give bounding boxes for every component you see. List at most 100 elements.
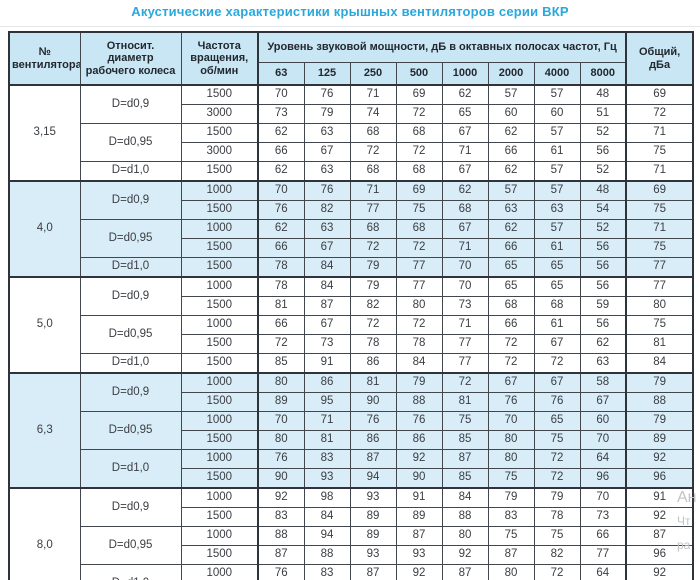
spl-value-cell: 73	[303, 334, 351, 354]
total-cell: 75	[625, 142, 694, 162]
spl-value-cell: 66	[487, 142, 535, 162]
table-row: D=d1,0 1500 62 63 68 68 67 62 57 52 71	[9, 161, 694, 182]
spl-value-cell: 90	[257, 468, 305, 489]
spl-value-cell: 92	[395, 449, 443, 469]
spl-value-cell: 74	[349, 104, 397, 124]
spl-value-cell: 63	[487, 200, 535, 220]
spl-value-cell: 56	[579, 142, 627, 162]
spl-value-cell: 92	[395, 564, 443, 580]
spl-value-cell: 48	[579, 180, 627, 201]
spl-value-cell: 57	[533, 123, 581, 143]
spl-value-cell: 66	[257, 238, 305, 258]
total-cell: 96	[625, 545, 694, 565]
spl-value-cell: 84	[303, 257, 351, 278]
spl-value-cell: 61	[533, 142, 581, 162]
spl-value-cell: 83	[487, 507, 535, 527]
spl-value-cell: 75	[395, 200, 443, 220]
spl-value-cell: 85	[257, 353, 305, 374]
speed-cell: 1500	[180, 430, 259, 450]
spl-value-cell: 85	[441, 430, 489, 450]
total-cell: 69	[625, 180, 694, 201]
spl-value-cell: 76	[395, 411, 443, 431]
header-row-top: № вентилятора Относит. диаметр рабочего …	[8, 31, 694, 86]
spl-value-cell: 58	[579, 372, 627, 393]
spl-value-cell: 84	[441, 487, 489, 508]
table-row: D=d0,95 1000 66 67 72 72 71 66 61 56 75	[9, 315, 694, 354]
speed-cell: 1000	[180, 315, 259, 335]
spl-value-cell: 68	[395, 123, 443, 143]
spl-value-cell: 68	[349, 123, 397, 143]
table-row: 1500 87 88 93 93 92 87 82 77 96	[9, 545, 694, 565]
header-fan-number: № вентилятора	[8, 31, 81, 86]
spl-value-cell: 72	[533, 468, 581, 489]
table-row: D=d0,95 1000 70 71 76 76 75 70 65 60 79	[9, 411, 694, 450]
spl-value-cell: 69	[395, 84, 443, 105]
spl-value-cell: 77	[349, 200, 397, 220]
spl-value-cell: 87	[441, 449, 489, 469]
spl-value-cell: 81	[257, 296, 305, 316]
spl-value-cell: 79	[533, 487, 581, 508]
spl-value-cell: 78	[257, 257, 305, 278]
diameter-cell: D=d0,9	[79, 180, 182, 220]
spl-value-cell: 67	[441, 219, 489, 239]
spl-value-cell: 87	[487, 545, 535, 565]
spl-value-cell: 61	[533, 238, 581, 258]
spl-value-cell: 65	[487, 257, 535, 278]
spl-value-cell: 77	[395, 276, 443, 297]
spl-value-cell: 68	[533, 296, 581, 316]
spl-value-cell: 76	[257, 200, 305, 220]
spl-value-cell: 96	[579, 468, 627, 489]
spl-value-cell: 69	[395, 180, 443, 201]
spl-value-cell: 82	[533, 545, 581, 565]
header-freq-500: 500	[395, 61, 443, 86]
spl-value-cell: 64	[579, 564, 627, 580]
spl-value-cell: 63	[303, 161, 351, 182]
spl-value-cell: 71	[441, 315, 489, 335]
spl-value-cell: 76	[257, 449, 305, 469]
spl-value-cell: 79	[349, 257, 397, 278]
spl-value-cell: 57	[487, 180, 535, 201]
spl-value-cell: 70	[487, 411, 535, 431]
spl-value-cell: 73	[441, 296, 489, 316]
spl-value-cell: 93	[395, 545, 443, 565]
spl-value-cell: 86	[349, 353, 397, 374]
spl-value-cell: 84	[395, 353, 443, 374]
spl-value-cell: 64	[579, 449, 627, 469]
header-freq-1000: 1000	[441, 61, 489, 86]
spl-value-cell: 75	[533, 526, 581, 546]
spl-value-cell: 76	[257, 564, 305, 580]
spl-value-cell: 82	[349, 296, 397, 316]
spl-value-cell: 71	[349, 84, 397, 105]
spl-value-cell: 73	[257, 104, 305, 124]
table-row: 3,15 D=d0,9 1500 70 76 71 69 62 57 57 48 69	[8, 84, 694, 182]
spl-value-cell: 56	[579, 276, 627, 297]
header-freq-63: 63	[257, 61, 305, 86]
table-row: 8,0 D=d0,9 1000 92 98 93 91 84 79 79 70 91	[8, 487, 694, 580]
spl-value-cell: 87	[349, 449, 397, 469]
diameter-cell: D=d1,0	[79, 161, 182, 182]
table-row: 1500 66 67 72 72 71 66 61 56 75	[9, 238, 694, 258]
spl-value-cell: 83	[303, 449, 351, 469]
spl-value-cell: 76	[487, 392, 535, 412]
table-row: 1500 89 95 90 88 81 76 76 67 88	[9, 392, 694, 412]
spl-value-cell: 86	[395, 430, 443, 450]
spl-value-cell: 78	[395, 334, 443, 354]
spl-value-cell: 56	[579, 257, 627, 278]
spl-value-cell: 80	[257, 372, 305, 393]
spl-value-cell: 94	[349, 468, 397, 489]
total-cell: 80	[625, 296, 694, 316]
spl-value-cell: 77	[579, 545, 627, 565]
speed-cell: 1500	[180, 257, 259, 278]
spl-value-cell: 81	[349, 372, 397, 393]
spl-value-cell: 72	[533, 564, 581, 580]
spl-value-cell: 62	[257, 161, 305, 182]
spl-value-cell: 72	[487, 353, 535, 374]
spl-value-cell: 70	[441, 276, 489, 297]
spl-value-cell: 70	[257, 84, 305, 105]
spl-value-cell: 75	[487, 526, 535, 546]
spl-value-cell: 89	[395, 507, 443, 527]
spl-value-cell: 68	[487, 296, 535, 316]
diameter-cell: D=d0,9	[79, 84, 182, 124]
